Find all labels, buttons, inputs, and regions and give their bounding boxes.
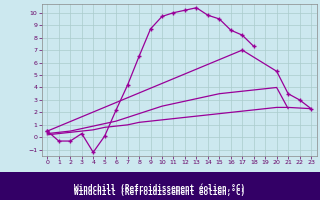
Text: Windchill (Refroidissement éolien,°C): Windchill (Refroidissement éolien,°C) <box>75 184 245 194</box>
Text: Windchill (Refroidissement éolien,°C): Windchill (Refroidissement éolien,°C) <box>75 188 245 196</box>
